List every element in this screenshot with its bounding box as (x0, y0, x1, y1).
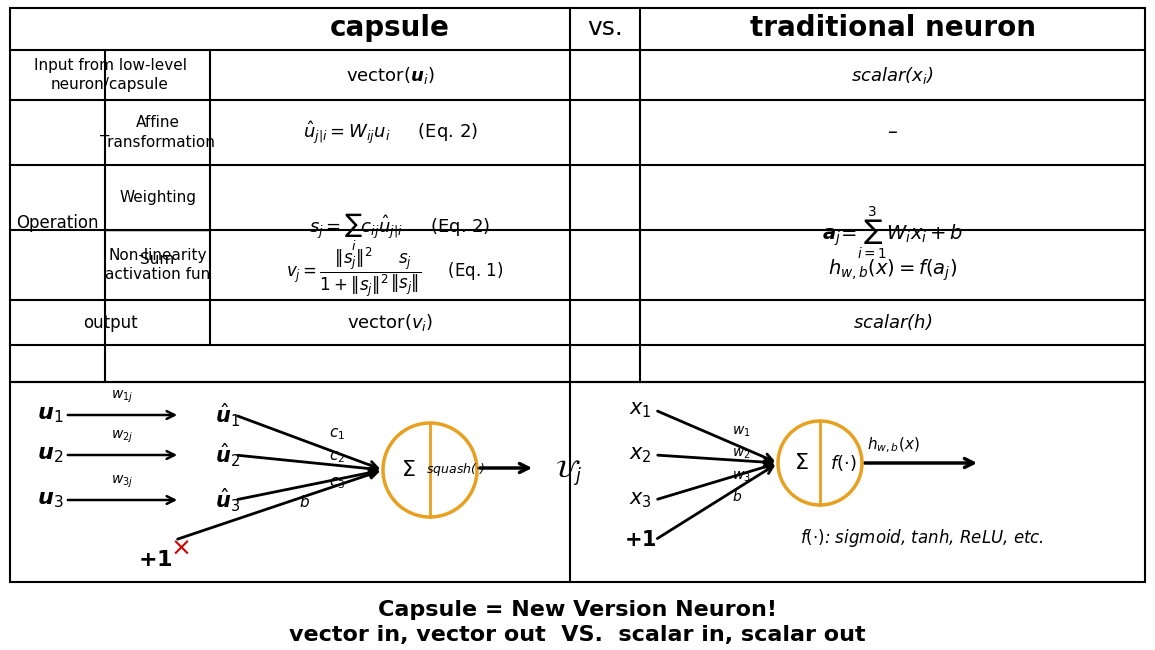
Text: capsule: capsule (330, 14, 450, 42)
Text: $s_j = \sum_i c_{ij}\hat{u}_{j|i}$     (Eq. 2): $s_j = \sum_i c_{ij}\hat{u}_{j|i}$ (Eq. … (310, 212, 491, 253)
Text: Weighting: Weighting (119, 190, 196, 205)
Text: scalar($h$): scalar($h$) (852, 313, 932, 333)
Text: $f(\cdot)$: sigmoid, tanh, ReLU, etc.: $f(\cdot)$: sigmoid, tanh, ReLU, etc. (800, 527, 1044, 549)
Text: vector($\boldsymbol{u}_i$): vector($\boldsymbol{u}_i$) (345, 64, 434, 86)
Text: $w_{1j}$: $w_{1j}$ (111, 389, 134, 405)
Text: $x_1$: $x_1$ (628, 400, 651, 420)
Text: traditional neuron: traditional neuron (750, 14, 1036, 42)
Text: $\hat{\boldsymbol{u}}_3$: $\hat{\boldsymbol{u}}_3$ (215, 486, 240, 514)
Bar (10, 8, 1145, 382)
Text: $x_3$: $x_3$ (628, 490, 651, 510)
Text: $\times$: $\times$ (170, 536, 189, 560)
Text: $h_{w,b}(x)$: $h_{w,b}(x)$ (867, 436, 919, 454)
Bar (10, 382, 1145, 582)
Text: $w_{3j}$: $w_{3j}$ (111, 474, 134, 490)
Text: $\Sigma$: $\Sigma$ (793, 453, 808, 473)
Text: $\hat{\boldsymbol{u}}_2$: $\hat{\boldsymbol{u}}_2$ (215, 441, 240, 469)
Text: $b$: $b$ (299, 494, 310, 510)
Text: $c_2$: $c_2$ (329, 450, 345, 465)
Text: $\boldsymbol{+1}$: $\boldsymbol{+1}$ (624, 530, 656, 550)
Text: $\boldsymbol{a}_j\!=\!\sum_{i=1}^{3} W_i x_i + b$: $\boldsymbol{a}_j\!=\!\sum_{i=1}^{3} W_i… (822, 204, 963, 261)
Text: $c_3$: $c_3$ (329, 475, 345, 491)
Text: $x_2$: $x_2$ (628, 445, 651, 465)
Text: $\boldsymbol{u}_1$: $\boldsymbol{u}_1$ (37, 405, 64, 425)
Text: $\hat{u}_{j|i} = W_{ij}u_i$     (Eq. 2): $\hat{u}_{j|i} = W_{ij}u_i$ (Eq. 2) (303, 119, 477, 146)
Text: $h_{w,b}(x) = f(a_j)$: $h_{w,b}(x) = f(a_j)$ (828, 257, 957, 283)
Text: $v_j = \dfrac{\|s_j\|^2}{1+\|s_j\|^2}\dfrac{s_j}{\|s_j\|}$     (Eq. 1): $v_j = \dfrac{\|s_j\|^2}{1+\|s_j\|^2}\df… (286, 245, 504, 299)
Text: $c_1$: $c_1$ (329, 426, 345, 443)
Text: Sum: Sum (141, 252, 174, 268)
Text: scalar($x_i$): scalar($x_i$) (851, 64, 933, 86)
Text: $w_3$: $w_3$ (731, 469, 751, 484)
Text: $\mathcal{U}_j$: $\mathcal{U}_j$ (556, 458, 582, 488)
Text: Operation: Operation (16, 213, 98, 231)
Text: vector($v_i$): vector($v_i$) (346, 312, 433, 333)
Text: $\hat{\boldsymbol{u}}_1$: $\hat{\boldsymbol{u}}_1$ (215, 402, 240, 428)
Text: Affine
Transformation: Affine Transformation (100, 115, 215, 150)
Text: $\boldsymbol{+1}$: $\boldsymbol{+1}$ (137, 550, 172, 570)
Text: $b$: $b$ (731, 489, 742, 504)
Text: Input from low-level
neuron/capsule: Input from low-level neuron/capsule (33, 58, 186, 92)
Text: –: – (887, 123, 897, 142)
Text: vs.: vs. (587, 16, 623, 40)
Text: $w_1$: $w_1$ (731, 424, 750, 439)
Text: $\boldsymbol{u}_3$: $\boldsymbol{u}_3$ (37, 490, 64, 510)
Text: $w_{2j}$: $w_{2j}$ (111, 429, 134, 445)
Text: $f(\cdot)$: $f(\cdot)$ (829, 453, 856, 473)
Text: squash($\cdot$): squash($\cdot$) (426, 462, 485, 478)
Text: Non-linearity
activation fun: Non-linearity activation fun (105, 248, 210, 282)
Text: $\Sigma$: $\Sigma$ (401, 460, 416, 480)
Text: Capsule = New Version Neuron!: Capsule = New Version Neuron! (378, 600, 776, 620)
Text: output: output (83, 313, 137, 332)
Text: $w_2$: $w_2$ (731, 447, 750, 461)
Text: vector in, vector out  VS.  scalar in, scalar out: vector in, vector out VS. scalar in, sca… (289, 625, 865, 645)
Text: $\boldsymbol{u}_2$: $\boldsymbol{u}_2$ (37, 445, 64, 465)
